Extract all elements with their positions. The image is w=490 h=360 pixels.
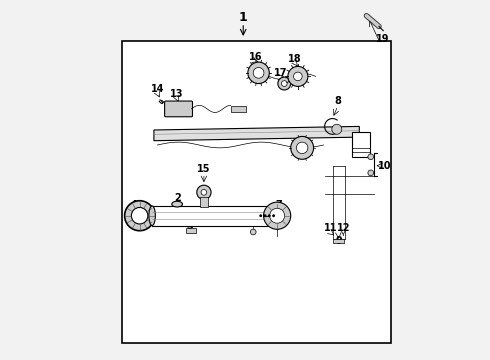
Text: 11: 11: [324, 223, 338, 233]
Text: 19: 19: [376, 34, 389, 44]
Text: 8: 8: [335, 96, 342, 107]
Circle shape: [281, 81, 287, 86]
Polygon shape: [154, 126, 359, 141]
Circle shape: [368, 154, 373, 159]
Text: 12: 12: [337, 223, 350, 233]
Bar: [352, 132, 370, 157]
Bar: [231, 106, 245, 112]
Text: 5: 5: [252, 216, 259, 226]
Ellipse shape: [149, 206, 155, 226]
Circle shape: [201, 189, 207, 195]
Circle shape: [264, 214, 267, 217]
FancyBboxPatch shape: [165, 101, 193, 117]
Circle shape: [248, 62, 270, 84]
Bar: [199, 197, 208, 207]
Circle shape: [253, 67, 264, 78]
Text: 2: 2: [174, 193, 180, 203]
Circle shape: [197, 185, 211, 199]
Text: 3: 3: [186, 221, 193, 231]
Text: 10: 10: [378, 161, 391, 171]
Circle shape: [332, 124, 342, 134]
Circle shape: [131, 207, 148, 224]
Text: 1: 1: [239, 11, 247, 24]
Circle shape: [294, 72, 302, 81]
Bar: [152, 206, 270, 226]
Ellipse shape: [267, 206, 273, 226]
Text: 9: 9: [335, 236, 342, 246]
Bar: [122, 41, 392, 342]
Circle shape: [272, 214, 275, 217]
Circle shape: [278, 77, 291, 90]
Circle shape: [250, 229, 256, 235]
Circle shape: [291, 136, 314, 159]
Bar: [186, 228, 196, 233]
Text: 7: 7: [275, 200, 282, 210]
Circle shape: [296, 142, 308, 154]
Text: 15: 15: [197, 164, 211, 174]
Text: 16: 16: [249, 52, 263, 62]
Circle shape: [368, 170, 373, 176]
Circle shape: [268, 214, 270, 217]
Text: 14: 14: [151, 84, 164, 94]
Ellipse shape: [172, 201, 182, 207]
Circle shape: [288, 66, 308, 86]
Text: 6: 6: [299, 132, 306, 142]
Circle shape: [259, 214, 262, 217]
Text: 4: 4: [131, 200, 138, 210]
Circle shape: [264, 202, 291, 229]
Bar: [333, 239, 344, 243]
Text: 13: 13: [171, 89, 184, 99]
Text: 18: 18: [288, 54, 302, 64]
Circle shape: [124, 201, 155, 231]
Text: 17: 17: [274, 68, 288, 78]
Circle shape: [270, 208, 285, 223]
